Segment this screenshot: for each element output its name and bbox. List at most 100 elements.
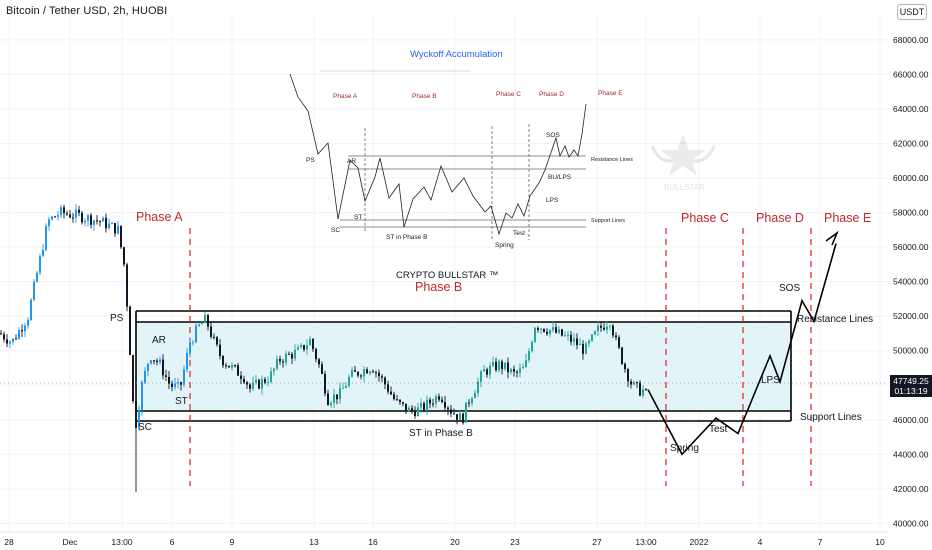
- candle-body: [213, 336, 215, 338]
- candle-body: [141, 382, 143, 411]
- bar-countdown: 01:13:19: [894, 386, 928, 396]
- phase-c-label: Phase C: [681, 211, 729, 225]
- candle-body: [447, 407, 449, 410]
- candle-body: [579, 343, 581, 346]
- candle-body: [285, 353, 287, 363]
- candle-body: [48, 219, 50, 227]
- candle-body: [495, 361, 497, 371]
- candle-body: [195, 325, 197, 343]
- candle-body: [546, 331, 548, 334]
- x-tick-label: 7: [818, 537, 823, 547]
- candle-body: [9, 341, 11, 344]
- candle-body: [120, 225, 122, 248]
- candle-body: [177, 382, 179, 384]
- test-label: Test: [709, 424, 728, 435]
- inset-lps: LPS: [546, 197, 559, 204]
- candle-body: [414, 410, 416, 417]
- candle-body: [51, 216, 53, 220]
- candle-body: [111, 222, 113, 224]
- candle-body: [441, 399, 443, 402]
- phase-e-label: Phase E: [824, 211, 871, 225]
- candle-body: [423, 403, 425, 410]
- candle-body: [393, 394, 395, 400]
- candle-body: [465, 402, 467, 423]
- time-axis[interactable]: 28 Dec 13:00 6 9 13 16 20 23 27 13:00 2022 4 7 10: [0, 531, 888, 547]
- inset-ar: AR: [347, 158, 356, 165]
- candle-body: [78, 209, 80, 213]
- candle-body: [606, 326, 608, 330]
- candle-body: [321, 364, 323, 374]
- candle-body: [405, 403, 407, 412]
- candle-body: [189, 342, 191, 354]
- candle-body: [30, 299, 32, 320]
- candle-body: [375, 372, 377, 374]
- candle-body: [498, 361, 500, 371]
- candle-body: [402, 402, 404, 404]
- x-tick-label: 13: [309, 537, 319, 547]
- candle-body: [411, 407, 413, 411]
- candle-body: [24, 325, 26, 332]
- y-tick-label: 42000.00: [893, 484, 929, 494]
- candle-body: [174, 383, 176, 387]
- candle-body: [153, 360, 155, 362]
- candle-body: [102, 217, 104, 222]
- candle-body: [204, 314, 206, 323]
- y-tick-label: 56000.00: [893, 242, 929, 252]
- candle-body: [444, 401, 446, 408]
- candle-body: [615, 335, 617, 338]
- inset-phase-e: Phase E: [598, 90, 623, 97]
- candle-body: [354, 370, 356, 372]
- candle-body: [363, 369, 365, 377]
- bullstar-star: [660, 134, 706, 176]
- candle-body: [117, 225, 119, 234]
- candle-body: [105, 217, 107, 229]
- candle-body: [93, 220, 95, 225]
- candle-body: [462, 413, 464, 423]
- candle-body: [435, 396, 437, 404]
- candlestick-series: [0, 204, 647, 493]
- candle-body: [534, 327, 536, 342]
- candle-body: [39, 255, 41, 273]
- candle-body: [108, 223, 110, 229]
- candle-body: [234, 365, 236, 367]
- candle-body: [576, 338, 578, 346]
- x-tick-label: 20: [450, 537, 460, 547]
- phase-d-label: Phase D: [756, 211, 804, 225]
- candle-body: [171, 383, 173, 387]
- candle-body: [192, 342, 194, 344]
- candle-body: [480, 371, 482, 382]
- y-tick-label: 66000.00: [893, 69, 929, 79]
- candle-body: [381, 376, 383, 378]
- candle-body: [282, 361, 284, 363]
- candle-body: [618, 337, 620, 348]
- candle-body: [384, 377, 386, 385]
- price-axis[interactable]: 40000.0042000.0044000.0046000.0048000.00…: [893, 35, 929, 528]
- y-tick-label: 40000.00: [893, 518, 929, 528]
- candle-body: [537, 327, 539, 330]
- candle-body: [522, 367, 524, 369]
- candle-body: [57, 215, 59, 217]
- candle-body: [276, 358, 278, 369]
- candle-body: [90, 215, 92, 225]
- candle-body: [339, 387, 341, 400]
- last-price-value: 47749.25: [893, 376, 929, 386]
- candle-body: [555, 327, 557, 333]
- candle-body: [264, 379, 266, 383]
- candle-body: [552, 327, 554, 330]
- candle-body: [369, 371, 371, 374]
- y-tick-label: 44000.00: [893, 449, 929, 459]
- candle-body: [273, 368, 275, 372]
- candle-body: [342, 387, 344, 389]
- candle-body: [126, 264, 128, 307]
- inset-ps: PS: [306, 157, 315, 164]
- currency-button[interactable]: USDT: [897, 4, 927, 20]
- candle-body: [144, 370, 146, 383]
- candle-body: [420, 403, 422, 408]
- candle-body: [36, 272, 38, 282]
- candle-body: [501, 361, 503, 369]
- y-tick-label: 68000.00: [893, 35, 929, 45]
- x-tick-label: 23: [510, 537, 520, 547]
- candle-body: [330, 402, 332, 406]
- spring-label: Spring: [670, 443, 699, 454]
